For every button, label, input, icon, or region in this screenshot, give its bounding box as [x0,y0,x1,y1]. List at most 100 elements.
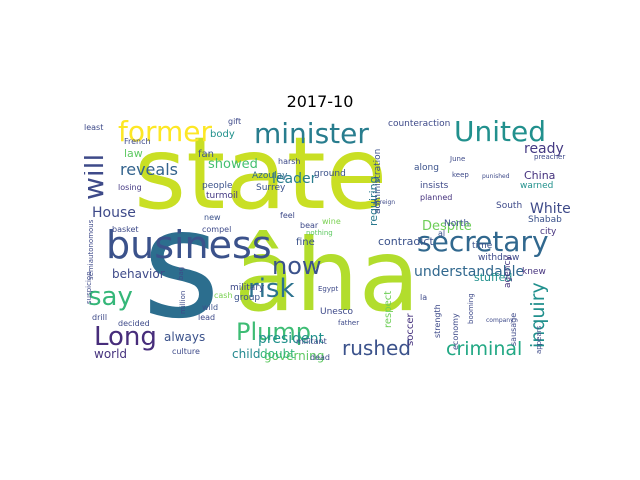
word-cloud: state âha s business minister United for… [84,118,576,364]
cloud-word: insists [420,181,449,191]
cloud-word: state [134,118,388,232]
cloud-word: along [414,163,439,173]
cloud-word: fine [296,237,315,248]
cloud-word: booming [467,293,475,324]
cloud-word: keep [452,171,469,179]
cloud-word: people [202,181,233,191]
cloud-word: wine [322,217,341,226]
cloud-word: time [472,241,493,251]
cloud-word: cash [214,291,233,300]
cloud-word: withdraw [478,253,520,263]
cloud-word: militant [296,337,327,346]
cloud-word: foreign [374,199,396,206]
cloud-word: basket [112,225,139,234]
cloud-word: contradict [378,235,434,248]
cloud-word: White [530,201,571,217]
cloud-word: rushed [342,336,411,360]
cloud-word: criminal [446,338,523,360]
cloud-word: respect [383,290,394,328]
cloud-word: lead [198,313,216,322]
cloud-word: agency [503,255,513,288]
cloud-word: doubt [260,347,295,361]
cloud-word: understandable [414,264,525,280]
cloud-word: wild [202,303,219,312]
cloud-word: dead [310,353,330,362]
cloud-word: economy [451,313,460,350]
cloud-word: Long [94,322,157,352]
cloud-word: culture [172,347,200,356]
cloud-word: governing [264,349,325,363]
cloud-word: minister [254,118,369,150]
cloud-word: fan [198,149,214,160]
cloud-word: âha [234,217,420,334]
cloud-word: now [272,252,322,280]
cloud-word: city [540,227,557,237]
cloud-word: planned [420,193,453,202]
cloud-word: preacher [534,153,566,161]
cloud-word: suspicion [85,271,93,304]
cloud-word: company [486,317,514,324]
cloud-word: ready [524,141,564,157]
cloud-word: child [232,347,261,361]
cloud-word: Azoulay [252,171,288,181]
cloud-word: former [118,118,213,148]
cloud-word: warned [520,181,554,191]
cloud-word: gift [228,118,242,126]
cloud-word: say [88,282,133,312]
cloud-word: body [210,129,235,140]
cloud-word: million [179,290,187,314]
cloud-word: risk [248,274,295,304]
cloud-word: compel [202,225,232,234]
cloud-word: Unesco [320,307,353,317]
cloud-word: secretary [417,225,549,258]
cloud-word: group [234,293,261,303]
cloud-word: leader [272,171,317,187]
cloud-word: least [84,123,104,132]
figure-title: 2017-10 [286,92,354,111]
cloud-word: al [438,229,446,238]
cloud-word: harsh [278,157,301,166]
cloud-word: law [124,147,143,160]
cloud-word: China [524,169,556,182]
cloud-word: June [450,155,466,163]
cloud-word: Plump [236,318,311,346]
cloud-word: la [420,293,428,302]
cloud-word: French [124,137,151,146]
cloud-word: appears [535,325,543,354]
cloud-word: knew [522,267,546,277]
cloud-word: always [164,330,206,344]
cloud-word: bear [300,221,319,230]
cloud-word: Despite [422,219,472,234]
cloud-word: showed [208,157,258,172]
cloud-word: feel [280,211,295,220]
cloud-word: punished [482,173,510,180]
cloud-word: soccer [405,313,416,346]
cloud-word: turmoil [206,191,239,201]
cloud-word: United [454,118,546,148]
cloud-word: ground [314,169,346,179]
cloud-word: president [258,331,324,347]
cloud-word: South [496,201,523,211]
cloud-word: s [142,178,221,352]
cloud-word: drill [92,313,108,322]
cloud-word: military [230,283,265,293]
cloud-word: Egypt [318,285,339,293]
cloud-word: bag [177,266,185,280]
cloud-word: behavior [112,267,165,281]
cloud-word: stuffed [474,271,513,284]
cloud-word: father [338,319,360,327]
cloud-word: nothing [306,229,333,237]
cloud-word: strength [433,304,442,338]
cloud-word: business [106,223,272,267]
cloud-word: Surrey [256,183,286,193]
cloud-word: Shabab [528,215,562,225]
cloud-word: world [94,347,128,361]
cloud-word: counteraction [388,119,451,129]
cloud-word: losing [118,183,142,192]
cloud-word: will [84,153,110,200]
cloud-word: North [444,219,470,229]
cloud-word: House [92,205,136,221]
cloud-word: reveals [120,160,178,179]
cloud-word: new [204,213,221,222]
cloud-word: decided [118,319,150,328]
